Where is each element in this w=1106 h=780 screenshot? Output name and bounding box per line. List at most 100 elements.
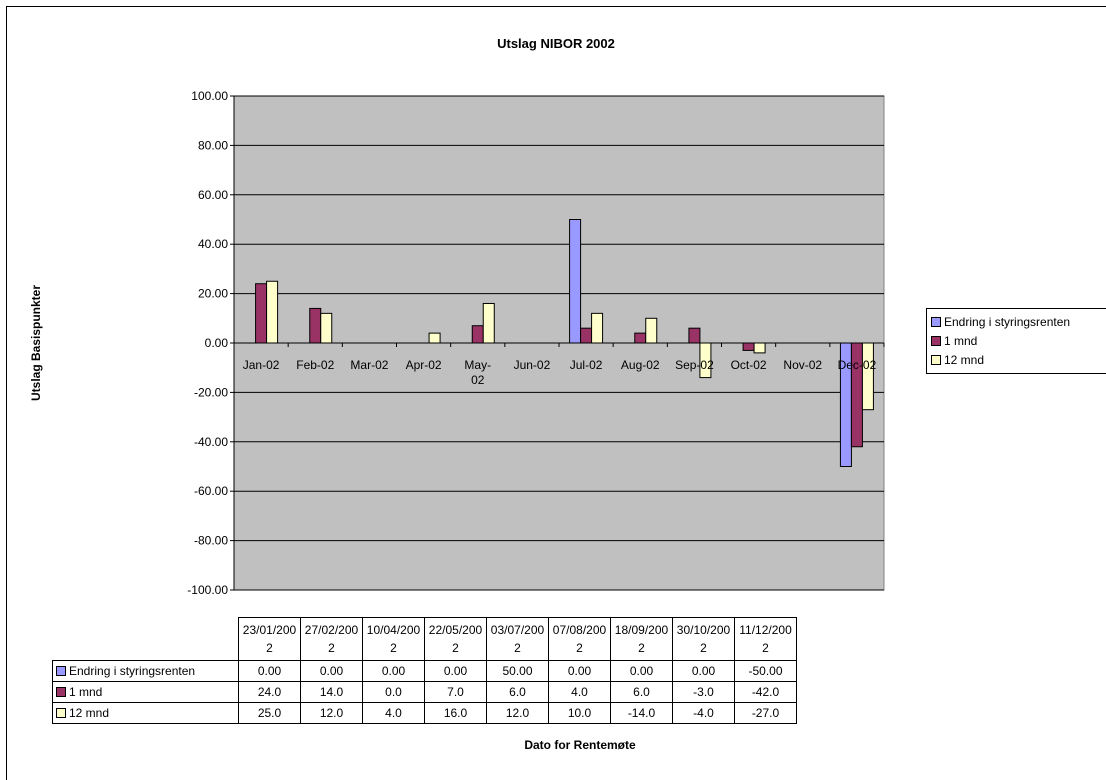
legend-item: 1 mnd bbox=[931, 332, 1106, 351]
table-cell: 0.00 bbox=[300, 660, 363, 682]
category-label: Feb-02 bbox=[296, 358, 334, 372]
table-cell: -27.0 bbox=[734, 702, 797, 724]
table-row-swatch bbox=[56, 666, 66, 676]
table-cell: 50.00 bbox=[486, 660, 549, 682]
table-cell: -4.0 bbox=[672, 702, 735, 724]
category-label: Dec-02 bbox=[838, 358, 877, 372]
table-cell: 25.0 bbox=[238, 702, 301, 724]
table-cell: 14.0 bbox=[300, 681, 363, 703]
y-tick-label: 60.00 bbox=[198, 188, 228, 202]
x-axis bbox=[233, 342, 885, 347]
bar-12-mnd-apr-02 bbox=[428, 332, 441, 344]
table-date-header: 10/04/200 2 bbox=[362, 617, 425, 661]
table-row-swatch bbox=[56, 708, 66, 718]
table-row: Endring i styringsrenten 0.00 0.00 0.00 0.00… bbox=[52, 660, 797, 682]
legend-item: Endring i styringsrenten bbox=[931, 313, 1106, 332]
y-tick-label: -100.00 bbox=[187, 583, 228, 597]
table-row: 12 mnd 25.0 12.0 4.0 16.0 12.0 10.0 -14.0 -4.0 -2… bbox=[52, 702, 797, 724]
table-cell: 0.00 bbox=[610, 660, 673, 682]
table-date-header: 03/07/200 2 bbox=[486, 617, 549, 661]
category-label: Nov-02 bbox=[783, 358, 822, 372]
legend-swatch bbox=[931, 336, 941, 346]
category-label: Aug-02 bbox=[621, 358, 660, 372]
y-tick-label: 40.00 bbox=[198, 237, 228, 251]
table-date-header: 18/09/200 2 bbox=[610, 617, 673, 661]
x-axis-categories: Jan-02 Feb-02 Mar-02 Apr-02 May-02 Jun-02 Jul-… bbox=[243, 358, 877, 387]
table-header-row: 23/01/200 2 27/02/200 2 10/04/200 2 22/05/200 2… bbox=[53, 617, 797, 661]
table-cell: 0.00 bbox=[238, 660, 301, 682]
y-tick-label: -60.00 bbox=[194, 484, 228, 498]
table-row-label: 1 mnd bbox=[52, 681, 239, 703]
bar-1-mnd-oct-02 bbox=[742, 342, 755, 351]
bar-12-mnd-feb-02 bbox=[320, 312, 333, 344]
table-date-header: 30/10/200 2 bbox=[672, 617, 735, 661]
bar-12-mnd-may-02 bbox=[482, 302, 495, 344]
category-label: Jul-02 bbox=[570, 358, 603, 372]
bar-12-mnd-oct-02 bbox=[753, 342, 766, 354]
bar-1-mnd-jan-02 bbox=[255, 283, 268, 344]
table-cell: 10.0 bbox=[548, 702, 611, 724]
category-label: Jun-02 bbox=[514, 358, 551, 372]
y-tick-label: -80.00 bbox=[194, 534, 228, 548]
table-row-swatch bbox=[56, 687, 66, 697]
bar-1-mnd-feb-02 bbox=[309, 307, 322, 344]
category-label: 02 bbox=[471, 373, 485, 387]
y-axis-title: Utslag Basispunkter bbox=[29, 285, 43, 401]
table-cell: 12.0 bbox=[486, 702, 549, 724]
table-cell: 6.0 bbox=[610, 681, 673, 703]
y-axis-ticks: 100.00 80.00 60.00 40.00 20.00 0.00 -20.00 -40.… bbox=[187, 89, 235, 597]
table-date-header: 07/08/200 2 bbox=[548, 617, 611, 661]
table-cell: 0.0 bbox=[362, 681, 425, 703]
legend: Endring i styringsrenten 1 mnd 12 mnd bbox=[926, 308, 1106, 374]
table-date-header: 11/12/200 2 bbox=[734, 617, 797, 661]
table-cell: 0.00 bbox=[672, 660, 735, 682]
table-cell: 0.00 bbox=[424, 660, 487, 682]
category-label: May- bbox=[464, 358, 491, 372]
table-cell: 16.0 bbox=[424, 702, 487, 724]
table-corner bbox=[53, 618, 239, 661]
table-cell: -50.00 bbox=[734, 660, 797, 682]
chart-title: Utslag NIBOR 2002 bbox=[497, 36, 615, 51]
table-cell: 24.0 bbox=[238, 681, 301, 703]
table-cell: 12.0 bbox=[300, 702, 363, 724]
y-tick-label: 20.00 bbox=[198, 287, 228, 301]
category-label: Mar-02 bbox=[350, 358, 388, 372]
table-cell: 7.0 bbox=[424, 681, 487, 703]
table-date-header: 23/01/200 2 bbox=[238, 617, 301, 661]
table-cell: -42.0 bbox=[734, 681, 797, 703]
table-row-label: Endring i styringsrenten bbox=[52, 660, 239, 682]
data-table: 23/01/200 2 27/02/200 2 10/04/200 2 22/05/200 2… bbox=[52, 617, 797, 724]
table-cell: -3.0 bbox=[672, 681, 735, 703]
category-label: Oct-02 bbox=[731, 358, 767, 372]
legend-label: 1 mnd bbox=[944, 334, 978, 348]
table-row-label: 12 mnd bbox=[52, 702, 239, 724]
table-cell: 6.0 bbox=[486, 681, 549, 703]
table-cell: 0.00 bbox=[362, 660, 425, 682]
y-tick-label: 0.00 bbox=[205, 336, 229, 350]
bar-1-mnd-sep-02 bbox=[688, 327, 701, 344]
legend-label: 12 mnd bbox=[944, 353, 985, 367]
y-tick-label: 100.00 bbox=[191, 89, 228, 103]
table-cell: -14.0 bbox=[610, 702, 673, 724]
y-tick-label: -40.00 bbox=[194, 435, 228, 449]
legend-item: 12 mnd bbox=[931, 351, 1106, 370]
table-row: 1 mnd 24.0 14.0 0.0 7.0 6.0 4.0 6.0 -3.0 -42.0 bbox=[52, 681, 797, 703]
bar-1-mnd-jul-02 bbox=[580, 327, 593, 344]
category-label: Jan-02 bbox=[243, 358, 280, 372]
table-cell: 4.0 bbox=[548, 681, 611, 703]
bar-1-mnd-may-02 bbox=[471, 325, 484, 344]
table-cell: 4.0 bbox=[362, 702, 425, 724]
bar-12-mnd-aug-02 bbox=[645, 317, 658, 344]
table-cell: 0.00 bbox=[548, 660, 611, 682]
y-tick-label: -20.00 bbox=[194, 385, 228, 399]
category-label: Apr-02 bbox=[406, 358, 442, 372]
bar-12-mnd-jan-02 bbox=[266, 280, 279, 344]
x-axis-title: Dato for Rentemøte bbox=[524, 738, 636, 752]
legend-swatch bbox=[931, 355, 941, 365]
bar-endring-i-styringsrenten-jul-02 bbox=[569, 219, 582, 344]
legend-label: Endring i styringsrenten bbox=[944, 315, 1071, 329]
category-label: Sep-02 bbox=[675, 358, 714, 372]
bar-12-mnd-jul-02 bbox=[591, 312, 604, 344]
bar-12-mnd-dec-02 bbox=[861, 342, 874, 411]
